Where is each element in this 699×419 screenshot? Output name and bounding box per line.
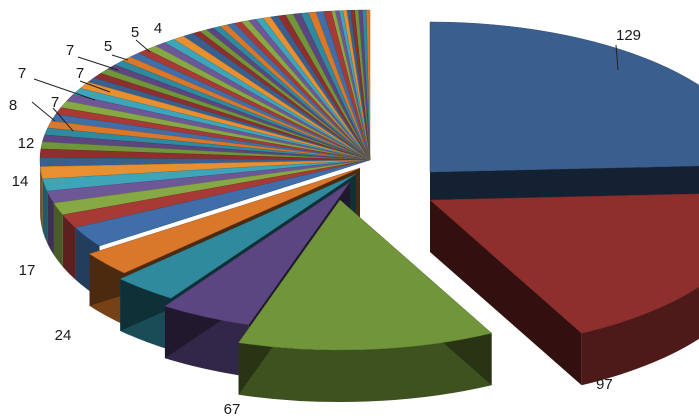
pie-slice-side	[40, 166, 43, 231]
leader-line-7	[31, 101, 56, 122]
pie-slice-side	[62, 214, 76, 280]
pie-slice-side	[42, 178, 48, 244]
pie-slice-side	[53, 203, 63, 267]
pie-slice-wall	[430, 200, 582, 386]
data-labels: 129 97 67 24 17 14 12 8 7 7 7 7 5 5 4	[9, 20, 641, 418]
pie-slice-top	[119, 173, 357, 299]
data-label-7: 7	[18, 65, 26, 82]
leader-line-3	[79, 80, 111, 93]
leader-line-6	[135, 39, 151, 53]
leader-line-1	[52, 107, 74, 132]
data-label-24: 24	[55, 327, 72, 344]
pie-slice-side	[238, 333, 492, 403]
leader-line-4	[77, 56, 119, 71]
pie-slice-side	[47, 191, 54, 256]
pie-slice-8	[53, 159, 371, 267]
slices-layer	[39, 9, 699, 403]
data-label-7: 7	[76, 65, 84, 82]
pie-slice-side	[581, 286, 699, 386]
leader-line-2	[33, 78, 96, 101]
pie-slice-0	[429, 21, 699, 224]
pie-slice-top	[88, 167, 361, 274]
data-label-4: 4	[154, 20, 162, 37]
data-label-67: 67	[224, 401, 241, 418]
pie-slice-top	[429, 21, 699, 173]
pie-slice-top	[429, 193, 699, 334]
pie-slice-top	[238, 199, 493, 351]
leader-line-5	[111, 54, 129, 61]
pie-slice-1	[429, 193, 699, 386]
leader-lines	[31, 39, 619, 132]
data-label-7: 7	[66, 42, 74, 59]
data-label-97: 97	[596, 376, 613, 393]
data-label-14: 14	[12, 173, 29, 190]
data-label-5: 5	[104, 38, 112, 55]
data-label-12: 12	[18, 135, 35, 152]
data-label-17: 17	[19, 262, 36, 279]
data-label-129: 129	[616, 27, 641, 44]
leader-line-0	[615, 44, 619, 71]
pie-slice-2	[238, 199, 493, 403]
data-label-5: 5	[131, 24, 139, 41]
data-label-8: 8	[9, 97, 17, 114]
data-label-7: 7	[51, 94, 59, 111]
pie-slice-top	[75, 159, 371, 247]
pie-slice-top	[164, 181, 351, 326]
